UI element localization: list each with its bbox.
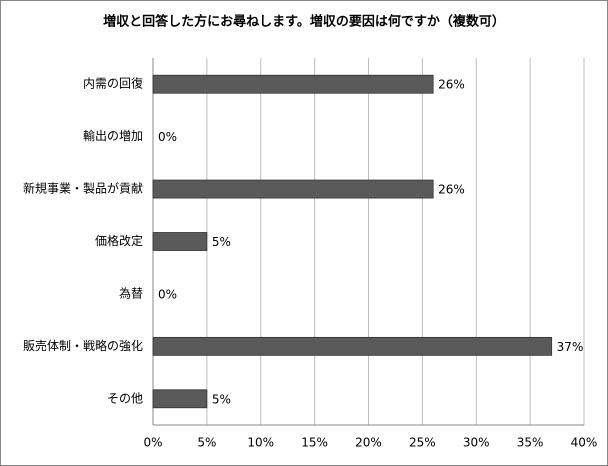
- value-label: 5%: [212, 235, 231, 249]
- y-tick-label: 価格改定: [95, 233, 143, 248]
- y-tick-label: 販売体制・戦略の強化: [23, 338, 143, 353]
- bar: [152, 336, 553, 356]
- value-label: 37%: [557, 340, 584, 354]
- y-tick-label: 内需の回復: [83, 76, 143, 91]
- x-tick-label: 30%: [463, 436, 490, 450]
- y-tick-label: その他: [107, 391, 143, 405]
- y-tick-label: 新規事業・製品が貢献: [23, 181, 143, 196]
- bar: [152, 232, 208, 251]
- value-label: 0%: [158, 130, 177, 144]
- x-tick-label: 5%: [197, 436, 216, 450]
- x-tick-label: 25%: [409, 436, 436, 450]
- x-tick-label: 15%: [301, 436, 328, 450]
- x-tick-label: 0%: [143, 436, 162, 450]
- y-tick-label: 輸出の増加: [83, 128, 143, 143]
- x-tick-label: 35%: [517, 436, 544, 450]
- value-label: 0%: [158, 287, 177, 301]
- value-label: 26%: [438, 78, 465, 92]
- bar: [152, 389, 208, 409]
- value-label: 5%: [212, 392, 231, 406]
- x-tick-label: 10%: [247, 436, 274, 450]
- x-tick-label: 40%: [571, 436, 598, 450]
- x-tick-label: 20%: [355, 436, 382, 450]
- y-tick-label: 為替: [119, 286, 143, 300]
- bar: [152, 179, 434, 199]
- bar: [152, 74, 434, 94]
- chart-title: 増収と回答した方にお尋ねします。増収の要因は何ですか（複数可）: [103, 14, 505, 30]
- value-label: 26%: [438, 183, 465, 197]
